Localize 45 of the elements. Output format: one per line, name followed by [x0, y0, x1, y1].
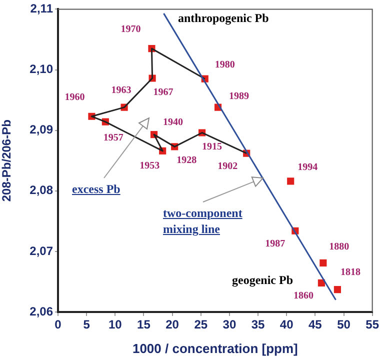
x-tick-label: 45: [308, 318, 322, 332]
point: [287, 178, 294, 185]
x-tick-label: 25: [194, 318, 208, 332]
annotation: excess Pb: [72, 181, 120, 197]
y-tick-label: 2,09: [30, 122, 54, 137]
annotation: 1987: [265, 238, 286, 250]
x-tick-label: 30: [222, 318, 236, 332]
y-tick-label: 2,08: [30, 183, 54, 198]
x-tick-label: 0: [54, 318, 62, 332]
x-tick-label: 55: [366, 318, 380, 332]
y-tick-label: 2,07: [30, 244, 54, 258]
annotation: 1989: [229, 90, 250, 102]
annotation: 1915: [202, 141, 222, 152]
y-tick-label: 2,06: [30, 304, 54, 318]
annotation: 1980: [214, 59, 235, 70]
annotation: 1902: [218, 160, 238, 172]
annotation: 1928: [176, 155, 197, 166]
annotation: 1960: [64, 92, 85, 103]
y-tick-label: 2,11: [30, 2, 54, 16]
x-tick-label: 20: [166, 318, 180, 332]
x-axis-title: 1000 / concentration [ppm]: [132, 340, 298, 356]
annotation: 1940: [163, 117, 184, 128]
x-tick-label: 35: [251, 318, 266, 332]
annotation: 1957: [103, 132, 124, 144]
annotation: 1994: [298, 162, 318, 173]
x-tick-label: 15: [137, 318, 151, 332]
y-axis-title: 208-Pb/206-Pb: [0, 120, 14, 202]
y-tick-label: 2,10: [30, 62, 54, 76]
x-tick-label: 50: [337, 318, 351, 332]
annotation: 1967: [153, 86, 174, 98]
x-tick-label: 40: [280, 318, 294, 332]
annotation: 1880: [329, 242, 350, 253]
x-tick-label: 5: [83, 318, 90, 332]
annotation: 1860: [293, 290, 314, 302]
point: [334, 286, 341, 294]
annotation: 1818: [340, 267, 360, 278]
x-tick-label: 10: [108, 318, 122, 332]
annotation: 1953: [140, 160, 160, 172]
annotation: two-component mixing line: [163, 205, 244, 237]
annotation: 1963: [111, 84, 132, 96]
point: [318, 279, 325, 286]
annotation: 1970: [120, 24, 141, 36]
annotation: anthropogenic Pb: [178, 10, 269, 26]
point: [320, 259, 327, 266]
annotation: geogenic Pb: [232, 272, 293, 288]
